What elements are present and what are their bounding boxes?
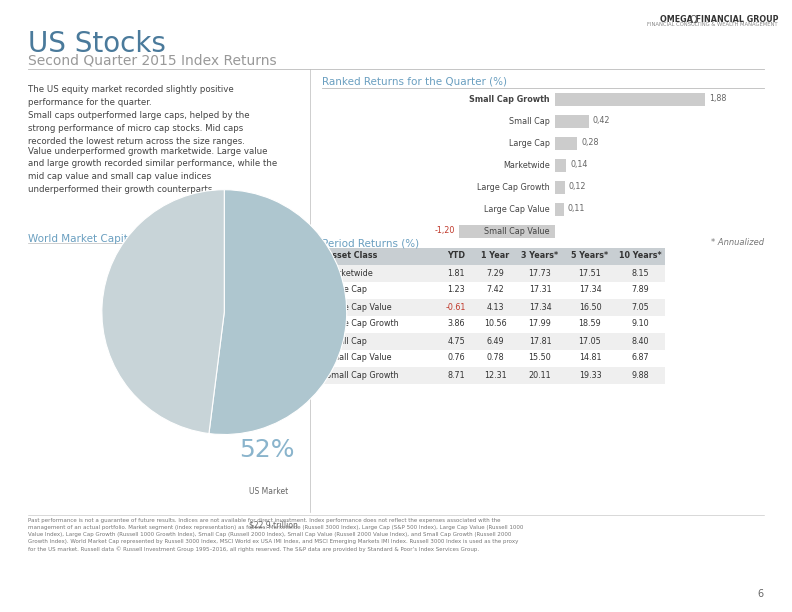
- Text: 6: 6: [758, 589, 764, 599]
- Text: 0.78: 0.78: [486, 354, 504, 362]
- Text: 9.88: 9.88: [631, 370, 649, 379]
- Text: 16.50: 16.50: [579, 302, 601, 312]
- Bar: [459, 225, 555, 237]
- Text: Marketwide: Marketwide: [326, 269, 373, 277]
- Text: Large Cap: Large Cap: [326, 286, 367, 294]
- Text: FINANCIAL CONSULTING & WEALTH MANAGEMENT: FINANCIAL CONSULTING & WEALTH MANAGEMENT: [647, 22, 778, 27]
- Text: 52%: 52%: [240, 438, 295, 462]
- Text: 4.13: 4.13: [486, 302, 504, 312]
- Text: 0,42: 0,42: [592, 116, 610, 125]
- Text: Ranked Returns for the Quarter (%): Ranked Returns for the Quarter (%): [322, 77, 507, 87]
- Text: 7.42: 7.42: [486, 286, 504, 294]
- Text: 10 Years*: 10 Years*: [619, 252, 661, 261]
- Text: 1,88: 1,88: [710, 94, 727, 103]
- Bar: [555, 159, 566, 171]
- Text: Ω: Ω: [690, 15, 698, 25]
- Text: 15.50: 15.50: [528, 354, 551, 362]
- Bar: [322, 349, 665, 367]
- Text: 6.49: 6.49: [486, 337, 504, 346]
- Text: -0.61: -0.61: [446, 302, 466, 312]
- Bar: [322, 332, 665, 349]
- Bar: [555, 92, 706, 105]
- Text: 7.89: 7.89: [631, 286, 649, 294]
- Text: Small Cap Value: Small Cap Value: [326, 354, 391, 362]
- Text: 0,28: 0,28: [581, 138, 599, 147]
- Text: 10.56: 10.56: [484, 319, 506, 329]
- Wedge shape: [209, 190, 347, 435]
- Text: Small Cap: Small Cap: [509, 116, 550, 125]
- Bar: [322, 282, 665, 299]
- Text: 8.15: 8.15: [631, 269, 649, 277]
- Text: Small Cap Value: Small Cap Value: [485, 226, 550, 236]
- Text: 7.29: 7.29: [486, 269, 504, 277]
- Text: Second Quarter 2015 Index Returns: Second Quarter 2015 Index Returns: [28, 54, 276, 68]
- Text: 17.34: 17.34: [579, 286, 601, 294]
- Text: 14.81: 14.81: [579, 354, 601, 362]
- Bar: [322, 316, 665, 332]
- Text: Large Cap Value: Large Cap Value: [326, 302, 391, 312]
- Text: Marketwide: Marketwide: [503, 160, 550, 170]
- Text: 20.11: 20.11: [529, 370, 551, 379]
- Text: 0,14: 0,14: [570, 160, 588, 170]
- Text: 12.31: 12.31: [484, 370, 506, 379]
- Text: US Market: US Market: [249, 487, 288, 496]
- Bar: [555, 181, 565, 193]
- Text: 17.81: 17.81: [529, 337, 551, 346]
- Text: 4.75: 4.75: [447, 337, 465, 346]
- Text: OMEGA FINANCIAL GROUP: OMEGA FINANCIAL GROUP: [660, 15, 778, 24]
- Bar: [322, 247, 665, 264]
- Text: Large Cap Growth: Large Cap Growth: [478, 182, 550, 192]
- Text: 1.81: 1.81: [447, 269, 465, 277]
- Text: 17.99: 17.99: [528, 319, 551, 329]
- Text: 9.10: 9.10: [631, 319, 649, 329]
- Text: 0,11: 0,11: [568, 204, 585, 214]
- Bar: [555, 136, 577, 149]
- Text: Past performance is not a guarantee of future results. Indices are not available: Past performance is not a guarantee of f…: [28, 518, 524, 552]
- Text: 19.33: 19.33: [579, 370, 601, 379]
- Text: The US equity market recorded slightly positive
performance for the quarter.: The US equity market recorded slightly p…: [28, 85, 234, 107]
- Text: 1 Year: 1 Year: [481, 252, 509, 261]
- Text: Small Cap Growth: Small Cap Growth: [326, 370, 398, 379]
- Text: Large Cap Value: Large Cap Value: [485, 204, 550, 214]
- Text: 18.59: 18.59: [579, 319, 601, 329]
- Text: 17.05: 17.05: [579, 337, 601, 346]
- Text: 8.40: 8.40: [631, 337, 649, 346]
- Text: 8.71: 8.71: [447, 370, 465, 379]
- Bar: [555, 114, 588, 127]
- Text: 17.51: 17.51: [579, 269, 601, 277]
- Text: 7.05: 7.05: [631, 302, 649, 312]
- Text: Large Cap Growth: Large Cap Growth: [326, 319, 398, 329]
- Text: Small Cap: Small Cap: [326, 337, 367, 346]
- Wedge shape: [102, 190, 224, 433]
- Bar: [322, 299, 665, 316]
- Text: * Annualized: * Annualized: [711, 238, 764, 247]
- Text: 0,12: 0,12: [569, 182, 586, 192]
- Text: 6.87: 6.87: [631, 354, 649, 362]
- Text: Large Cap: Large Cap: [509, 138, 550, 147]
- Text: 3 Years*: 3 Years*: [521, 252, 558, 261]
- Text: Small Cap Growth: Small Cap Growth: [470, 94, 550, 103]
- Text: -1,20: -1,20: [435, 226, 455, 236]
- Text: 3.86: 3.86: [447, 319, 465, 329]
- Text: 17.73: 17.73: [528, 269, 551, 277]
- Text: 0.76: 0.76: [447, 354, 465, 362]
- Text: 1.23: 1.23: [447, 286, 465, 294]
- Text: Period Returns (%): Period Returns (%): [322, 238, 419, 248]
- Text: $22.9 trillion: $22.9 trillion: [249, 520, 298, 529]
- Text: US Stocks: US Stocks: [28, 30, 166, 58]
- Bar: [322, 367, 665, 384]
- Bar: [555, 203, 564, 215]
- Text: World Market Capitalization—US: World Market Capitalization—US: [28, 234, 196, 244]
- Text: YTD: YTD: [447, 252, 465, 261]
- Text: Small caps outperformed large caps, helped by the
strong performance of micro ca: Small caps outperformed large caps, help…: [28, 111, 249, 146]
- Text: 5 Years*: 5 Years*: [572, 252, 608, 261]
- Text: 17.31: 17.31: [529, 286, 551, 294]
- Text: Asset Class: Asset Class: [326, 252, 377, 261]
- Text: 17.34: 17.34: [529, 302, 551, 312]
- Text: Value underperformed growth marketwide. Large value
and large growth recorded si: Value underperformed growth marketwide. …: [28, 146, 277, 194]
- Bar: [322, 264, 665, 282]
